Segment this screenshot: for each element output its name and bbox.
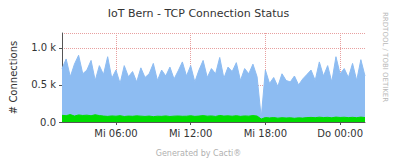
svg-text:Do 00:00: Do 00:00: [317, 128, 363, 139]
svg-text:Mi 12:00: Mi 12:00: [169, 128, 212, 139]
svg-text:RRDTOOL / TOBI OETIKER: RRDTOOL / TOBI OETIKER: [381, 12, 389, 102]
svg-text:0.0: 0.0: [40, 117, 56, 128]
svg-text:# Connections: # Connections: [8, 41, 19, 114]
svg-text:1.0 k: 1.0 k: [31, 42, 56, 53]
svg-text:Mi 06:00: Mi 06:00: [94, 128, 137, 139]
svg-text:Mi 18:00: Mi 18:00: [244, 128, 287, 139]
svg-text:0.5 k: 0.5 k: [31, 79, 56, 90]
svg-text:IoT Bern - TCP Connection Stat: IoT Bern - TCP Connection Status: [108, 7, 290, 20]
svg-text:Generated by Cacti®: Generated by Cacti®: [156, 149, 242, 158]
